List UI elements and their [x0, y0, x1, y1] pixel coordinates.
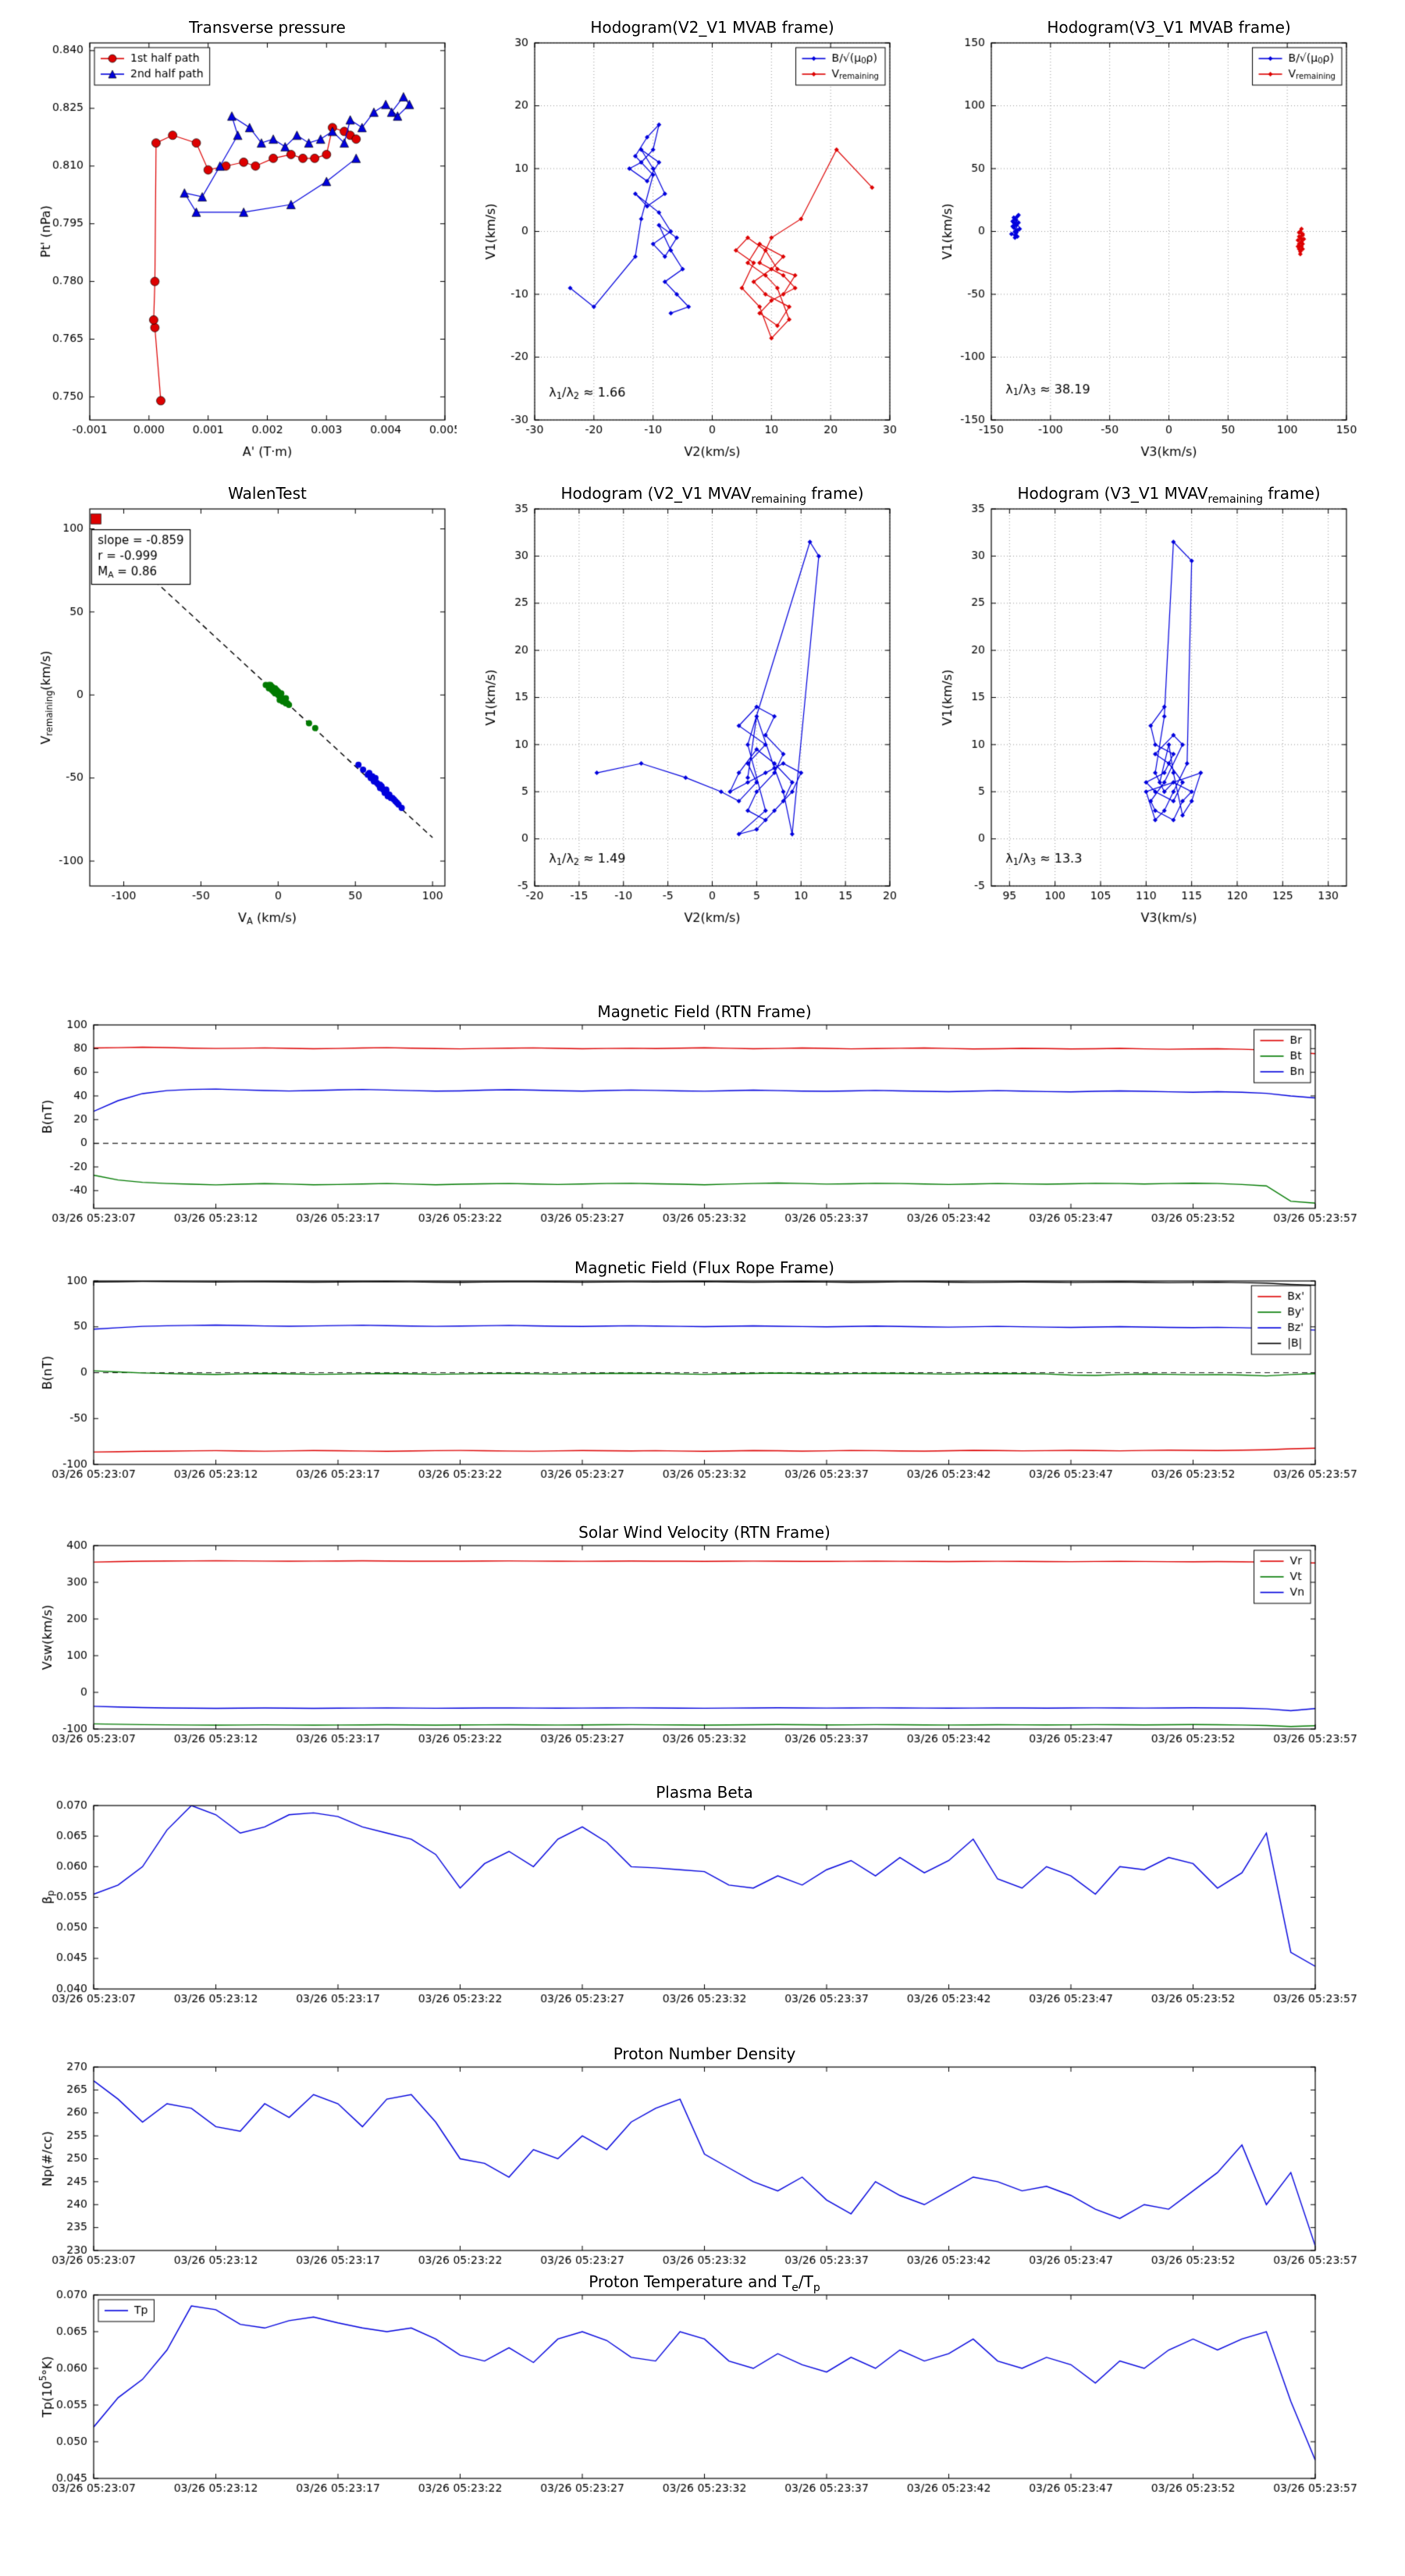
panel-hodogram-v2v1-mvav: Hodogram (V2_V1 MVAVremaining frame) [476, 478, 902, 934]
solar-wind-velocity-plot [31, 1518, 1358, 1760]
magnetic-field-rtn-plot [31, 998, 1358, 1240]
panel-magnetic-field-flux-rope: Magnetic Field (Flux Rope Frame) [31, 1254, 1358, 1496]
plasma-beta-title: Plasma Beta [656, 1783, 753, 1802]
transverse-pressure-title: Transverse pressure [189, 18, 346, 37]
magnetic-field-flux-rope-plot [31, 1254, 1358, 1496]
panel-magnetic-field-rtn: Magnetic Field (RTN Frame) [31, 998, 1358, 1240]
panel-transverse-pressure: Transverse pressure [31, 12, 457, 468]
proton-temperature-plot [31, 2268, 1358, 2510]
hodogram-v2v1-mvab-title: Hodogram(V2_V1 MVAB frame) [590, 18, 834, 37]
panel-proton-temperature: Proton Temperature and Te/Tp [31, 2268, 1358, 2510]
panel-proton-number-density: Proton Number Density [31, 2040, 1358, 2282]
hodogram-v3v1-mvav-title: Hodogram (V3_V1 MVAVremaining frame) [1017, 484, 1321, 506]
hodogram-v2v1-mvab-plot [476, 12, 902, 468]
hodogram-v3v1-mvav-plot [933, 478, 1358, 934]
panel-plasma-beta: Plasma Beta [31, 1778, 1358, 2020]
proton-temperature-title: Proton Temperature and Te/Tp [589, 2272, 820, 2294]
solar-wind-velocity-title: Solar Wind Velocity (RTN Frame) [578, 1523, 831, 1542]
transverse-pressure-plot [31, 12, 457, 468]
hodogram-v3v1-mvab-title: Hodogram(V3_V1 MVAB frame) [1047, 18, 1291, 37]
hodogram-v3v1-mvab-plot [933, 12, 1358, 468]
walen-test-title: WalenTest [228, 484, 307, 503]
plasma-beta-plot [31, 1778, 1358, 2020]
proton-number-density-plot [31, 2040, 1358, 2282]
panel-solar-wind-velocity: Solar Wind Velocity (RTN Frame) [31, 1518, 1358, 1760]
panel-walen-test: WalenTest [31, 478, 457, 934]
panel-hodogram-v3v1-mvab: Hodogram(V3_V1 MVAB frame) [933, 12, 1358, 468]
magnetic-field-flux-rope-title: Magnetic Field (Flux Rope Frame) [574, 1258, 834, 1277]
hodogram-v2v1-mvav-plot [476, 478, 902, 934]
panel-hodogram-v2v1-mvab: Hodogram(V2_V1 MVAB frame) [476, 12, 902, 468]
walen-test-plot [31, 478, 457, 934]
panel-hodogram-v3v1-mvav: Hodogram (V3_V1 MVAVremaining frame) [933, 478, 1358, 934]
proton-number-density-title: Proton Number Density [613, 2044, 796, 2063]
magnetic-field-rtn-title: Magnetic Field (RTN Frame) [597, 1002, 812, 1021]
hodogram-v2v1-mvav-title: Hodogram (V2_V1 MVAVremaining frame) [560, 484, 864, 506]
